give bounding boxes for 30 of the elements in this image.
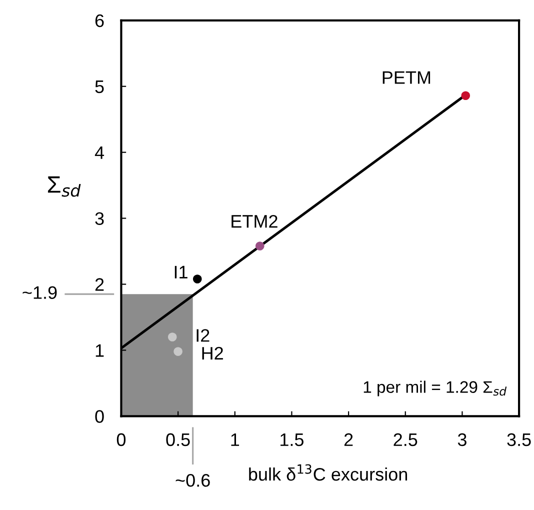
- x-tick-label: 0.5: [166, 433, 190, 446]
- point: [174, 347, 182, 356]
- y-tick-label: 0: [95, 410, 104, 423]
- x-tick-label: 0: [116, 433, 126, 446]
- annotation: I2: [196, 329, 210, 342]
- annotation: ETM2: [232, 214, 278, 228]
- point: [256, 242, 264, 250]
- x-tick-label: 1.5: [280, 433, 304, 446]
- y-tick-label: 4: [94, 146, 104, 159]
- y-tick-label: 2: [95, 278, 104, 291]
- ref-line-label: ~0.6: [176, 474, 210, 487]
- x-tick-label: 2: [344, 433, 353, 446]
- ref-line-label: ~1.9: [22, 286, 57, 299]
- y-tick-label: 3: [95, 212, 104, 225]
- y-axis-title: Σ$_{sd}$: [48, 176, 81, 197]
- x-axis-title: bulk δ$^{13}$C excursion: [249, 464, 408, 481]
- x-tick-label: 3.5: [507, 433, 531, 446]
- annotation: H2: [202, 346, 223, 360]
- x-tick-label: 2.5: [394, 433, 418, 446]
- point: [192, 274, 202, 284]
- point: [461, 91, 470, 100]
- y-tick-label: 6: [95, 14, 104, 28]
- annotation: I1: [174, 266, 188, 278]
- point: [168, 332, 177, 342]
- annotation: PETM: [382, 71, 430, 84]
- y-tick-label: 5: [95, 80, 104, 94]
- x-tick-label: 3: [458, 433, 466, 446]
- y-tick-label: 1: [96, 344, 104, 357]
- x-tick-label: 1: [231, 433, 240, 446]
- annotation: 1 per mil = 1.29 Σ$_{sd}$: [364, 380, 507, 396]
